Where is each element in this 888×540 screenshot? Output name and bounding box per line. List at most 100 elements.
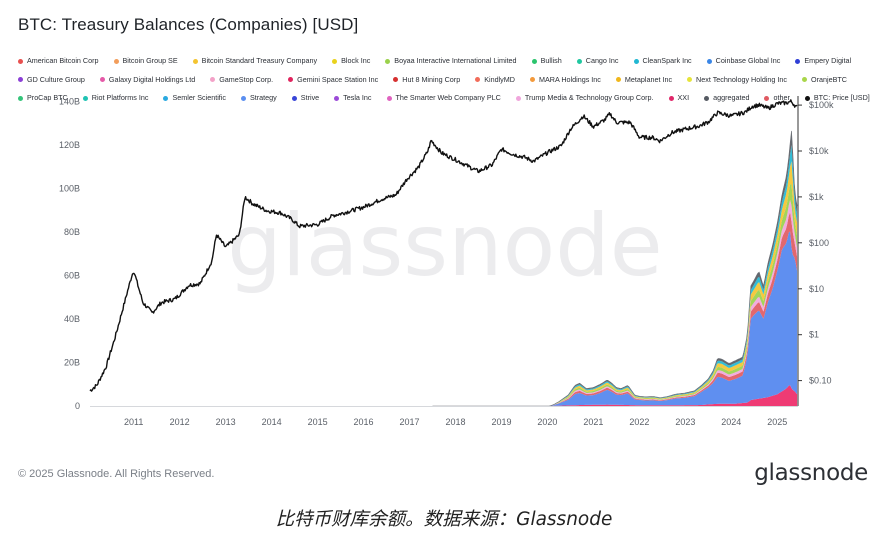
legend-swatch (706, 58, 712, 64)
legend-swatch (802, 77, 808, 83)
y-left-tick-label: 0 (75, 401, 80, 411)
legend-label: Empery Digital (804, 56, 852, 65)
y-right-tick-label: $1k (809, 192, 824, 202)
y-left-tick-label: 140B (59, 96, 80, 106)
legend-label: Galaxy Digital Holdings Ltd (108, 74, 196, 84)
btc-price-line (89, 99, 798, 392)
legend-swatch (531, 58, 537, 64)
left-axis-ticks: 0 20B 40B 60B 80B 100B 120B 140B (59, 96, 80, 411)
legend-item[interactable]: GD Culture Group (18, 71, 85, 90)
legend-swatch (764, 95, 770, 101)
legend-item[interactable]: XXI (668, 89, 689, 108)
legend-label: ProCap BTC (27, 93, 68, 102)
legend-item[interactable]: Galaxy Digital Holdings Ltd (99, 71, 196, 90)
legend-label: Strive (300, 93, 320, 102)
legend-label: Metaplanet Inc (624, 74, 673, 84)
x-tick-label: 2022 (629, 417, 649, 427)
legend-item[interactable]: GameStop Corp. (210, 71, 273, 90)
legend-label: The Smarter Web Company PLC (395, 93, 501, 102)
y-right-tick-label: $10 (809, 284, 824, 294)
legend-label: Tesla Inc (343, 93, 372, 102)
legend-swatch (529, 77, 535, 83)
legend-swatch (687, 77, 693, 83)
legend-swatch (633, 58, 639, 64)
legend-item[interactable]: Block Inc (332, 52, 370, 71)
legend-swatch (515, 95, 521, 101)
legend-item[interactable]: Trump Media & Technology Group Corp. (515, 89, 654, 108)
legend-label: Semler Scientific (172, 93, 226, 102)
y-right-tick-label: $100k (809, 100, 834, 110)
x-tick-label: 2021 (583, 417, 603, 427)
legend-item[interactable]: OranjeBTC (802, 71, 847, 90)
legend-item[interactable]: KindlyMD (475, 71, 515, 90)
legend-item[interactable]: Cango Inc (576, 52, 619, 71)
legend-swatch (99, 77, 105, 83)
y-right-tick-label: $0.10 (809, 376, 832, 386)
y-left-tick-label: 120B (59, 140, 80, 150)
legend-item[interactable]: Strive (291, 89, 320, 108)
legend-item[interactable]: Metaplanet Inc (615, 71, 673, 90)
legend-swatch (210, 77, 216, 83)
legend-swatch (704, 95, 710, 101)
legend-swatch (241, 95, 246, 101)
legend-label: Bullish (540, 56, 562, 65)
legend-swatch (18, 58, 23, 64)
legend-item[interactable]: The Smarter Web Company PLC (386, 89, 501, 108)
legend-swatch (795, 58, 801, 64)
legend-label: aggregated (713, 93, 750, 102)
legend-item[interactable]: MARA Holdings Inc (529, 71, 601, 90)
legend-label: American Bitcoin Corp (27, 56, 99, 65)
legend-item[interactable]: aggregated (704, 89, 749, 108)
legend-label: Riot Platforms Inc (91, 93, 149, 102)
x-tick-label: 2017 (399, 417, 419, 427)
legend-item[interactable]: Empery Digital (795, 52, 851, 71)
y-left-tick-label: 100B (59, 183, 80, 193)
legend-item[interactable]: Semler Scientific (163, 89, 226, 108)
right-axis-ticks: $0.10 $1 $10 $100 $1k $10k $100k (798, 100, 834, 386)
x-tick-label: 2011 (124, 417, 143, 427)
legend-label: Strategy (250, 93, 277, 102)
legend-label: CleanSpark Inc (642, 56, 692, 65)
legend-swatch (332, 58, 338, 64)
legend-item[interactable]: Riot Platforms Inc (82, 89, 149, 108)
chart-legend: American Bitcoin Corp Bitcoin Group SE Bit… (18, 52, 878, 108)
legend-item[interactable]: Boyaa Interactive International Limited (385, 52, 517, 71)
area-strategy (432, 231, 798, 406)
x-tick-label: 2023 (675, 417, 695, 427)
legend-swatch (334, 95, 340, 101)
legend-item[interactable]: Bitcoin Standard Treasury Company (192, 52, 317, 71)
x-tick-label: 2025 (767, 417, 787, 427)
legend-label: Bitcoin Group SE (122, 56, 178, 65)
legend-item[interactable]: CleanSpark Inc (633, 52, 692, 71)
legend-label: Boyaa Interactive International Limited (394, 56, 517, 65)
area-band-xxi (432, 385, 798, 406)
legend-item[interactable]: Gemini Space Station Inc (288, 71, 378, 90)
legend-item[interactable]: Bitcoin Group SE (113, 52, 178, 71)
legend-label: MARA Holdings Inc (538, 74, 601, 84)
legend-swatch (82, 95, 88, 101)
legend-item[interactable]: Coinbase Global Inc (706, 52, 781, 71)
glassnode-logo[interactable]: glassnode (754, 460, 868, 486)
legend-swatch (393, 77, 399, 83)
legend-item[interactable]: Hut 8 Mining Corp (393, 71, 460, 90)
legend-item[interactable]: ProCap BTC (18, 89, 68, 108)
legend-item[interactable]: American Bitcoin Corp (18, 52, 99, 71)
y-left-tick-label: 60B (64, 270, 80, 280)
y-left-tick-label: 20B (64, 358, 80, 368)
legend-swatch (475, 77, 481, 83)
legend-item[interactable]: Strategy (241, 89, 277, 108)
legend-item[interactable]: Next Technology Holding Inc (687, 71, 787, 90)
legend-label: Next Technology Holding Inc (696, 74, 788, 84)
legend-item[interactable]: other (764, 89, 790, 108)
legend-item[interactable]: BTC: Price [USD] (804, 89, 870, 108)
legend-swatch (18, 77, 23, 83)
legend-label: Trump Media & Technology Group Corp. (524, 93, 654, 102)
legend-swatch (18, 95, 23, 101)
legend-item[interactable]: Tesla Inc (334, 89, 372, 108)
legend-label: KindlyMD (484, 74, 515, 84)
legend-label: BTC: Price [USD] (813, 93, 870, 102)
legend-item[interactable]: Bullish (531, 52, 562, 71)
chart-title: BTC: Treasury Balances (Companies) [USD] (18, 15, 359, 34)
legend-label: Coinbase Global Inc (715, 56, 781, 65)
